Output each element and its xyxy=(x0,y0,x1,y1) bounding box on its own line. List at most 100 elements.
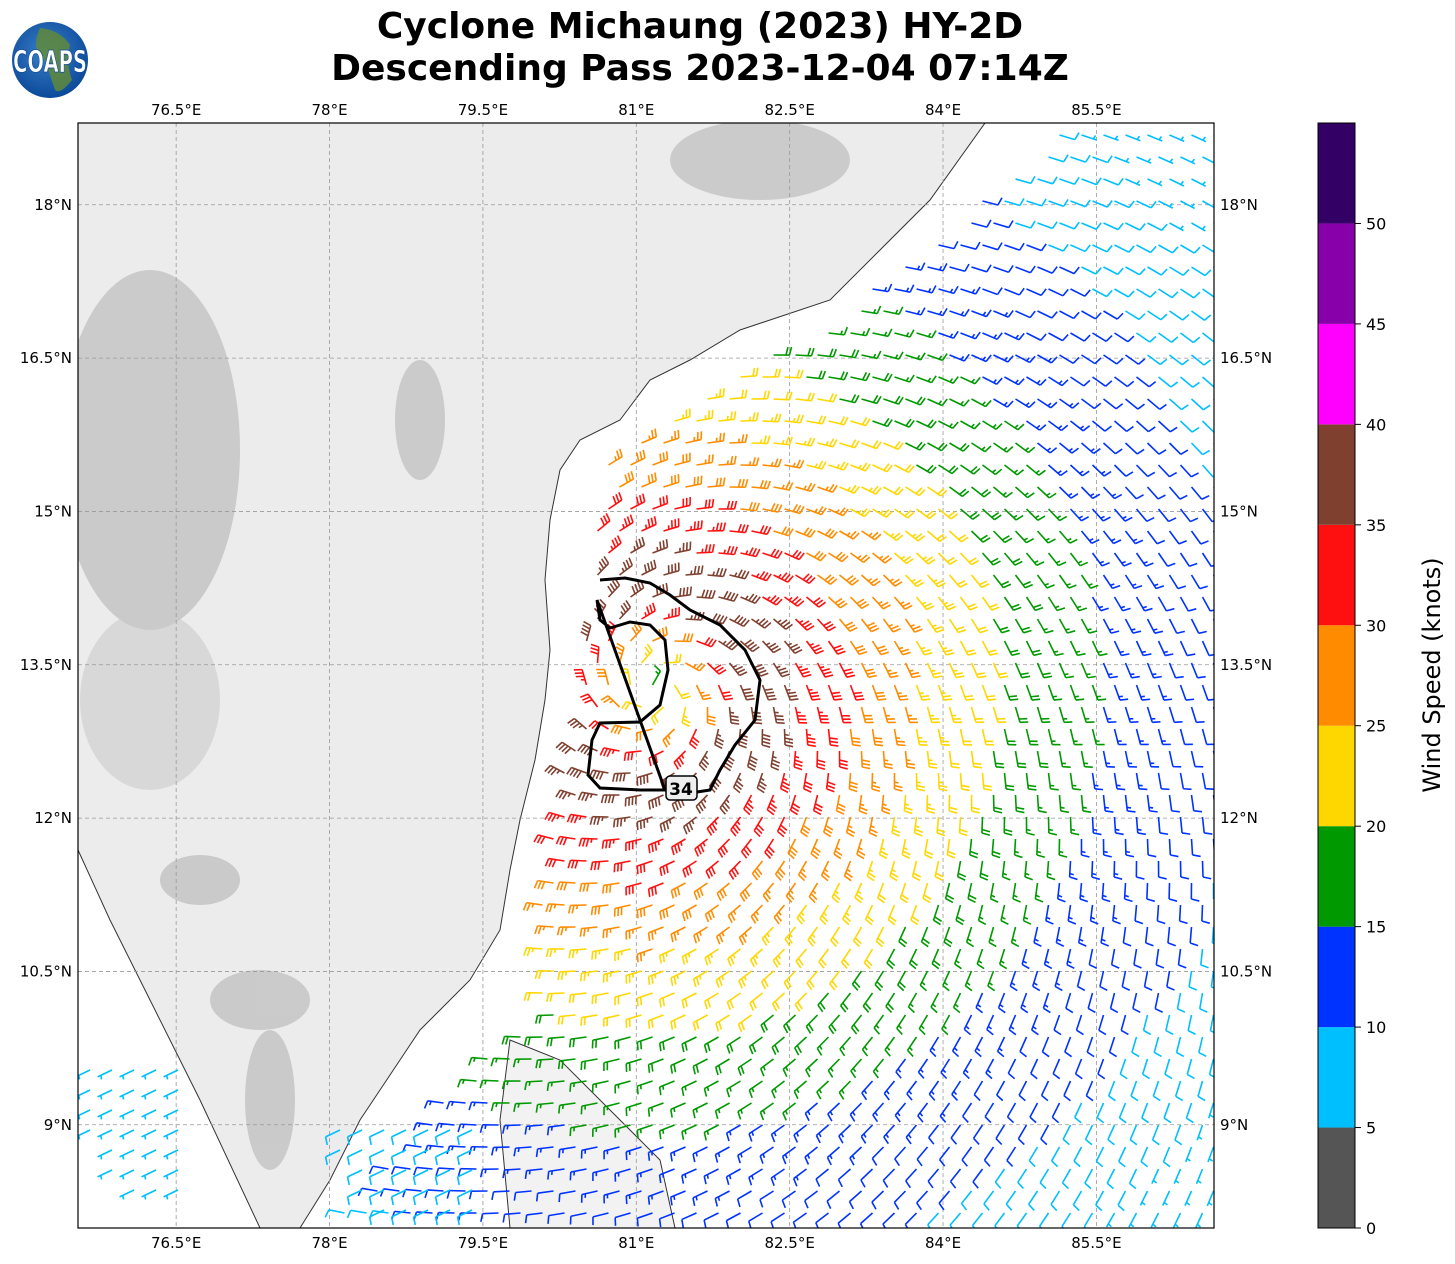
wind-barb xyxy=(1063,1080,1072,1102)
wind-barb xyxy=(842,904,852,926)
wind-barb xyxy=(704,904,719,923)
wind-barb xyxy=(1124,574,1143,590)
wind-barb xyxy=(860,706,874,724)
wind-barb xyxy=(1081,134,1097,141)
wind-barb xyxy=(927,263,948,272)
wind-barb xyxy=(670,970,686,987)
wind-barb xyxy=(456,1129,473,1146)
wind-barb xyxy=(630,449,646,466)
wind-barb xyxy=(839,349,860,359)
wind-barb xyxy=(546,1080,565,1091)
wind-barb xyxy=(1164,1058,1173,1080)
wind-barb xyxy=(859,1212,874,1228)
wind-barb xyxy=(905,262,926,271)
wind-barb xyxy=(97,1089,113,1100)
wind-barb xyxy=(663,518,680,532)
wind-barb xyxy=(1113,420,1134,433)
wind-barb xyxy=(904,618,923,633)
wind-barb xyxy=(894,418,915,428)
wind-barb xyxy=(573,668,588,686)
wind-barb xyxy=(1026,376,1047,386)
lon-tick-label: 81°E xyxy=(618,1234,654,1252)
wind-barb xyxy=(568,1036,587,1048)
wind-barb xyxy=(1072,1190,1083,1212)
wind-barb xyxy=(1025,816,1035,836)
wind-barb xyxy=(577,791,598,802)
wind-barb xyxy=(1113,552,1132,567)
wind-barb xyxy=(894,464,915,474)
wind-barb xyxy=(938,240,959,250)
wind-barb xyxy=(681,904,697,922)
wind-barb xyxy=(556,926,576,936)
lon-tick-label: 79.5°E xyxy=(458,101,508,119)
wind-barb xyxy=(1190,882,1200,902)
wind-barb xyxy=(1187,1014,1196,1035)
wind-barb xyxy=(960,286,981,295)
wind-barb xyxy=(1018,1080,1028,1102)
wind-barb xyxy=(658,1080,675,1096)
wind-barb xyxy=(1190,398,1211,411)
wind-barb xyxy=(602,882,620,894)
wind-barb xyxy=(805,684,821,701)
wind-barb xyxy=(1022,904,1032,925)
wind-barb xyxy=(1069,640,1086,657)
wind-barb xyxy=(872,508,893,518)
wind-barb xyxy=(960,241,981,250)
wind-barb xyxy=(872,372,893,383)
wind-barb xyxy=(732,772,744,794)
wind-barb xyxy=(1095,1190,1105,1212)
wind-barb xyxy=(1146,662,1162,679)
wind-barb xyxy=(1124,398,1146,410)
wind-barb xyxy=(368,1165,389,1175)
wind-barb xyxy=(751,860,764,881)
wind-barb xyxy=(904,750,916,769)
wind-barb xyxy=(1135,552,1154,567)
wind-barb xyxy=(837,1212,852,1228)
wind-barb xyxy=(793,1124,807,1143)
wind-barb xyxy=(524,1124,543,1135)
colorbar-swatch xyxy=(1318,524,1355,626)
wind-barb xyxy=(740,367,759,378)
wind-barb xyxy=(681,948,697,965)
wind-barb xyxy=(535,1102,554,1113)
wind-barb xyxy=(557,1014,576,1025)
wind-barb xyxy=(544,857,565,868)
wind-barb xyxy=(1147,134,1163,142)
wind-barb xyxy=(1007,1058,1017,1080)
wind-barb xyxy=(674,408,691,422)
wind-barb xyxy=(806,970,819,991)
wind-barb xyxy=(1207,1102,1214,1119)
wind-barb xyxy=(839,992,852,1013)
wind-barb xyxy=(938,464,959,475)
wind-barb xyxy=(1014,662,1031,679)
wind-barb xyxy=(816,1080,830,1100)
wind-barb xyxy=(911,860,922,882)
wind-barb xyxy=(524,1168,543,1179)
wind-barb xyxy=(874,970,885,992)
wind-barb xyxy=(916,464,937,474)
wind-barb xyxy=(603,1146,620,1160)
wind-barb xyxy=(949,486,970,498)
wind-barb xyxy=(1070,154,1091,163)
wind-barb xyxy=(1069,816,1080,836)
wind-barb xyxy=(1168,838,1179,858)
wind-barb xyxy=(926,662,943,679)
wind-barb xyxy=(662,728,676,748)
wind-barb xyxy=(490,1057,510,1067)
wind-barb xyxy=(1062,1124,1072,1146)
wind-barb xyxy=(681,1080,697,1097)
wind-barb xyxy=(491,1190,510,1201)
wind-barb xyxy=(1135,420,1156,433)
wind-barb xyxy=(641,428,658,444)
wind-barb xyxy=(839,484,860,494)
wind-barb xyxy=(970,618,989,634)
wind-barb xyxy=(1157,860,1167,880)
wind-barb xyxy=(1004,332,1025,341)
wind-barb xyxy=(591,1080,609,1093)
wind-barb xyxy=(1168,750,1182,768)
wind-barb xyxy=(861,440,882,450)
wind-barb xyxy=(938,1190,951,1211)
wind-barb xyxy=(894,1102,907,1123)
wind-barb xyxy=(1136,288,1157,298)
wind-barb xyxy=(707,522,727,532)
